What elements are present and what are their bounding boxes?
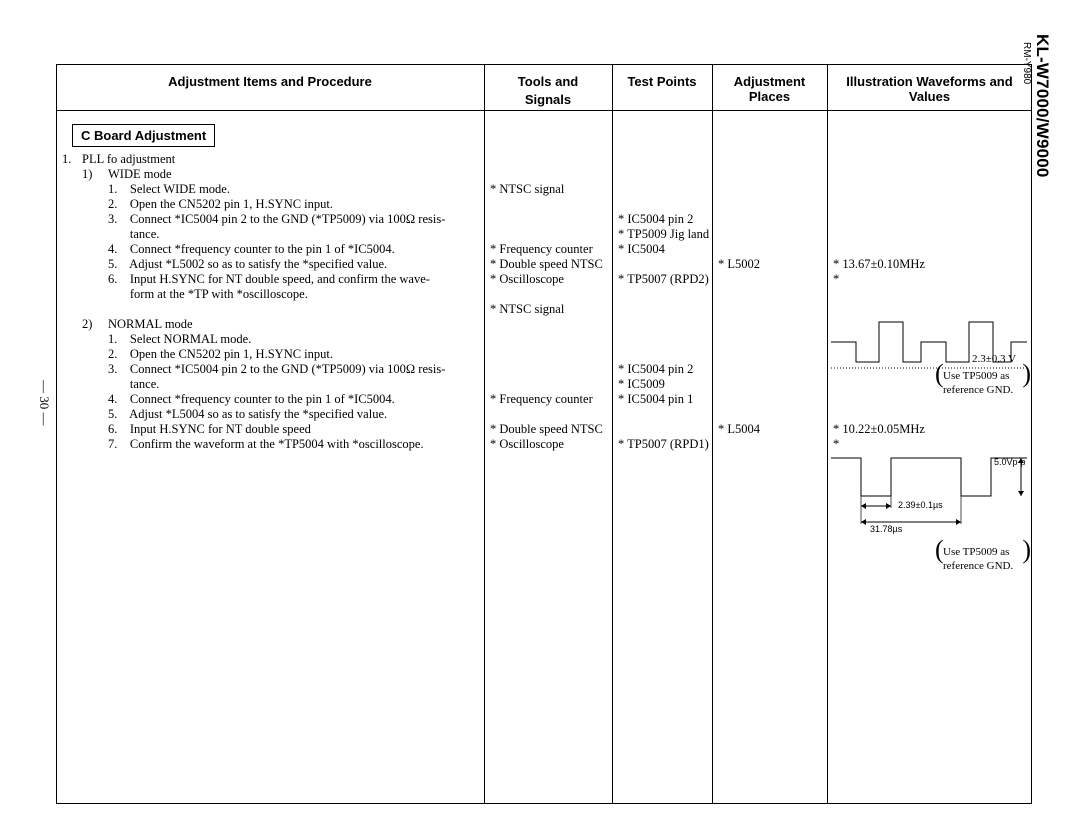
col-divider-illustration xyxy=(827,64,828,804)
proc-wide-step6a: 6. Input H.SYNC for NT double speed, and… xyxy=(108,272,430,287)
ill-pulse-width: 2.39±0.1µs xyxy=(898,500,943,510)
tp-ic5009: * IC5009 xyxy=(618,377,665,392)
col-header-adjustment-places: Adjustment Places xyxy=(712,74,827,104)
proc-normal-step3b: tance. xyxy=(108,377,159,392)
proc-item1-num: 1. xyxy=(62,152,71,167)
ill-star2: * xyxy=(833,437,839,452)
ill-note-tp5009-b-line2: reference GND. xyxy=(943,560,1013,572)
ill-note-tp5009-a: Use TP5009 as reference GND. xyxy=(943,369,1023,397)
proc-wide-step3a: 3. Connect *IC5004 pin 2 to the GND (*TP… xyxy=(108,212,445,227)
model-label: KL-W7000/W9000 xyxy=(1032,34,1052,178)
tp-ic5004-pin2-a: * IC5004 pin 2 xyxy=(618,212,693,227)
col-header-test-points: Test Points xyxy=(612,74,712,89)
tools-dbl-ntsc1: * Double speed NTSC xyxy=(490,257,603,272)
tools-ntsc1: * NTSC signal xyxy=(490,182,564,197)
col-header-adjustment-items: Adjustment Items and Procedure xyxy=(56,74,484,89)
tools-freq2: * Frequency counter xyxy=(490,392,593,407)
proc-wide-title: WIDE mode xyxy=(108,167,172,182)
tools-ntsc2: * NTSC signal xyxy=(490,302,564,317)
ill-note-tp5009-b: Use TP5009 as reference GND. xyxy=(943,545,1023,573)
proc-normal-step4: 4. Connect *frequency counter to the pin… xyxy=(108,392,395,407)
ill-note-tp5009-a-line2: reference GND. xyxy=(943,384,1013,396)
proc-wide-step1: 1. Select WIDE mode. xyxy=(108,182,230,197)
tp-tp5009-jig: * TP5009 Jig land xyxy=(618,227,709,242)
tools-freq1: * Frequency counter xyxy=(490,242,593,257)
proc-normal-step3a: 3. Connect *IC5004 pin 2 to the GND (*TP… xyxy=(108,362,445,377)
tp-ic5004-pin1: * IC5004 pin 1 xyxy=(618,392,693,407)
proc-normal-step5: 5. Adjust *L5004 so as to satisfy the *s… xyxy=(108,407,387,422)
tools-osc1: * Oscilloscope xyxy=(490,272,564,287)
ill-vpp: 5.0Vp-p xyxy=(994,457,1026,467)
page-number: — 30 — xyxy=(36,380,52,426)
section-title-c-board: C Board Adjustment xyxy=(72,124,215,147)
proc-wide-step2: 2. Open the CN5202 pin 1, H.SYNC input. xyxy=(108,197,333,212)
tools-dbl-ntsc2: * Double speed NTSC xyxy=(490,422,603,437)
col-divider-test-points xyxy=(612,64,613,804)
proc-wide-num: 1) xyxy=(82,167,92,182)
col-header-illustration: Illustration Waveforms and Values xyxy=(827,74,1032,104)
proc-wide-step4: 4. Connect *frequency counter to the pin… xyxy=(108,242,395,257)
proc-wide-step6b: form at the *TP with *oscilloscope. xyxy=(108,287,308,302)
ill-freq1: * 13.67±0.10MHz xyxy=(833,257,925,272)
header-rule xyxy=(56,110,1032,111)
tp-tp5007-rpd2: * TP5007 (RPD2) xyxy=(618,272,709,287)
proc-normal-num: 2) xyxy=(82,317,92,332)
col-divider-adj-places xyxy=(712,64,713,804)
col-divider-tools xyxy=(484,64,485,804)
proc-item1-title: PLL fo adjustment xyxy=(82,152,175,167)
adj-l5004: * L5004 xyxy=(718,422,760,437)
ill-vlabel: 2.3±0.3 V xyxy=(972,352,1016,367)
proc-wide-step5: 5. Adjust *L5002 so as to satisfy the *s… xyxy=(108,257,387,272)
ill-period: 31.78µs xyxy=(870,524,902,534)
ill-star1: * xyxy=(833,272,839,287)
tp-tp5007-rpd1: * TP5007 (RPD1) xyxy=(618,437,709,452)
ill-freq2: * 10.22±0.05MHz xyxy=(833,422,925,437)
proc-normal-step2: 2. Open the CN5202 pin 1, H.SYNC input. xyxy=(108,347,333,362)
tp-ic5004-pin2-b: * IC5004 pin 2 xyxy=(618,362,693,377)
proc-wide-step3b: tance. xyxy=(108,227,159,242)
proc-normal-title: NORMAL mode xyxy=(108,317,193,332)
adj-l5002: * L5002 xyxy=(718,257,760,272)
col-header-tools-signals-line1: Tools and xyxy=(484,74,612,89)
proc-normal-step7: 7. Confirm the waveform at the *TP5004 w… xyxy=(108,437,424,452)
proc-normal-step6: 6. Input H.SYNC for NT double speed xyxy=(108,422,311,437)
proc-normal-step1: 1. Select NORMAL mode. xyxy=(108,332,251,347)
tp-ic5004-a: * IC5004 xyxy=(618,242,665,257)
tools-osc2: * Oscilloscope xyxy=(490,437,564,452)
ill-note-tp5009-b-line1: Use TP5009 as xyxy=(943,546,1009,558)
ill-note-tp5009-a-line1: Use TP5009 as xyxy=(943,370,1009,382)
col-header-tools-signals-line2: Signals xyxy=(484,92,612,107)
